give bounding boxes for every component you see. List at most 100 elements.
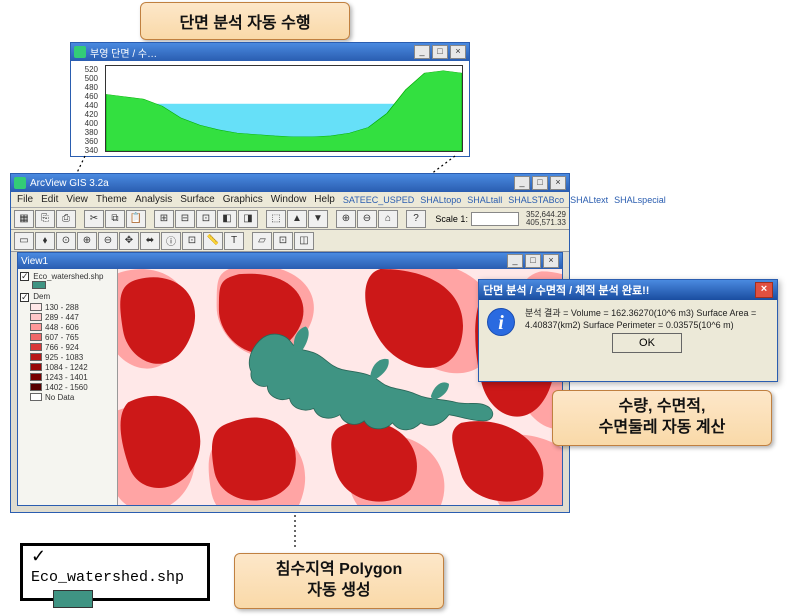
menu-bar: File Edit View Theme Analysis Surface Gr… <box>11 192 569 208</box>
minimize-button[interactable]: _ <box>507 254 523 268</box>
ext-link[interactable]: SHALSTABco <box>508 195 564 205</box>
tool-button[interactable]: ⊟ <box>175 210 195 228</box>
tool-button[interactable]: ⬚ <box>266 210 286 228</box>
maximize-button[interactable]: □ <box>525 254 541 268</box>
ext-link[interactable]: SHALspecial <box>614 195 666 205</box>
profile-window: 부영 단면 / 수… _ □ × 520 500 480 460 440 420… <box>70 42 470 157</box>
close-button[interactable]: × <box>543 254 559 268</box>
menu-edit[interactable]: Edit <box>41 194 58 205</box>
toc-layer-dem[interactable]: Dem 130 - 288289 - 447448 - 606607 - 765… <box>20 292 115 401</box>
dialog-titlebar[interactable]: 단면 분석 / 수면적 / 체적 분석 완료!! × <box>479 280 777 300</box>
tool-button[interactable]: ⊖ <box>98 232 118 250</box>
legend-row: 1243 - 1401 <box>30 373 115 382</box>
maximize-button[interactable]: □ <box>432 45 448 59</box>
ext-link[interactable]: SHALtopo <box>420 195 461 205</box>
main-titlebar[interactable]: ArcView GIS 3.2a _ □ × <box>11 174 569 192</box>
profile-titlebar[interactable]: 부영 단면 / 수… _ □ × <box>71 43 469 61</box>
tool-button[interactable]: T <box>224 232 244 250</box>
profile-y-axis: 520 500 480 460 440 420 400 380 360 340 <box>71 65 101 152</box>
tool-button[interactable]: ⧉ <box>105 210 125 228</box>
layer-name: Eco_watershed.shp <box>33 272 103 281</box>
tool-button[interactable]: ◧ <box>217 210 237 228</box>
tool-button[interactable]: ⊡ <box>273 232 293 250</box>
menu-view[interactable]: View <box>66 194 88 205</box>
menu-graphics[interactable]: Graphics <box>223 194 263 205</box>
tool-button[interactable]: ◨ <box>238 210 258 228</box>
tool-button[interactable]: ⎘ <box>35 210 55 228</box>
legend-detail-box: Eco_watershed.shp <box>20 543 210 601</box>
tool-button[interactable]: ⊡ <box>196 210 216 228</box>
menu-theme[interactable]: Theme <box>96 194 127 205</box>
tool-button[interactable]: ▲ <box>287 210 307 228</box>
minimize-button[interactable]: _ <box>414 45 430 59</box>
legend-polygon-swatch <box>53 590 93 608</box>
tool-button[interactable]: ⊙ <box>56 232 76 250</box>
legend-row: 130 - 288 <box>30 303 115 312</box>
tool-button[interactable]: ⊞ <box>154 210 174 228</box>
tool-button[interactable]: ✥ <box>119 232 139 250</box>
tool-button[interactable]: ? <box>406 210 426 228</box>
tool-button[interactable]: ⬌ <box>140 232 160 250</box>
menu-surface[interactable]: Surface <box>180 194 214 205</box>
layer-checkbox[interactable] <box>20 272 29 281</box>
profile-chart <box>105 65 463 152</box>
layer-checkbox[interactable] <box>20 293 29 302</box>
legend-row: 1084 - 1242 <box>30 363 115 372</box>
tool-button[interactable]: ⊡ <box>182 232 202 250</box>
view1-titlebar[interactable]: View1 _ □ × <box>18 253 562 269</box>
ext-link[interactable]: SHALtext <box>570 195 608 205</box>
table-of-contents: Eco_watershed.shp Dem 130 - 288289 - 447… <box>18 269 118 505</box>
main-title: ArcView GIS 3.2a <box>30 178 514 189</box>
app-icon <box>74 46 86 58</box>
scale-input[interactable] <box>471 212 519 226</box>
close-button[interactable]: × <box>550 176 566 190</box>
callout-profile-analysis: 단면 분석 자동 수행 <box>140 2 350 40</box>
legend-row: 607 - 765 <box>30 333 115 342</box>
analysis-complete-dialog: 단면 분석 / 수면적 / 체적 분석 완료!! × i 분석 결과 = Vol… <box>478 279 778 382</box>
tool-button[interactable]: ⬧ <box>35 232 55 250</box>
coord-readout: 352,644.29 405,571.33 <box>526 211 566 227</box>
tool-button[interactable]: ✂ <box>84 210 104 228</box>
tool-button[interactable]: 📏 <box>203 232 223 250</box>
toolbar-1: ▦ ⎘ ⎙ ✂ ⧉ 📋 ⊞ ⊟ ⊡ ◧ ◨ ⬚ ▲ ▼ ⊕ ⊖ ⌂ ? Scal… <box>11 208 569 230</box>
legend-label: Eco_watershed.shp <box>31 569 184 586</box>
menu-help[interactable]: Help <box>314 194 335 205</box>
menu-window[interactable]: Window <box>271 194 307 205</box>
tool-button[interactable]: ▭ <box>14 232 34 250</box>
scale-label: Scale 1: <box>435 214 468 224</box>
close-button[interactable]: × <box>450 45 466 59</box>
minimize-button[interactable]: _ <box>514 176 530 190</box>
legend-row: 1402 - 1560 <box>30 383 115 392</box>
legend-row: No Data <box>30 393 115 402</box>
layer-swatch <box>32 281 46 289</box>
tool-button[interactable]: ▼ <box>308 210 328 228</box>
tool-button[interactable]: ⊖ <box>357 210 377 228</box>
ext-link[interactable]: SATEEC_USPED <box>343 195 414 205</box>
dialog-title-text: 단면 분석 / 수면적 / 체적 분석 완료!! <box>483 282 755 298</box>
tool-button[interactable]: ▱ <box>252 232 272 250</box>
dialog-close-button[interactable]: × <box>755 282 773 298</box>
toc-layer-watershed[interactable]: Eco_watershed.shp <box>20 272 115 289</box>
dialog-message: 분석 결과 = Volume = 162.36270(10^6 m3) Surf… <box>525 308 769 331</box>
tool-button[interactable]: ⊕ <box>336 210 356 228</box>
tool-button[interactable]: ⓘ <box>161 232 181 250</box>
profile-title: 부영 단면 / 수… <box>90 45 414 60</box>
tool-button[interactable]: ⌂ <box>378 210 398 228</box>
app-icon <box>14 177 26 189</box>
menu-file[interactable]: File <box>17 194 33 205</box>
tool-button[interactable]: ⎙ <box>56 210 76 228</box>
legend-row: 925 - 1083 <box>30 353 115 362</box>
menu-analysis[interactable]: Analysis <box>135 194 172 205</box>
ext-link[interactable]: SHALtall <box>467 195 502 205</box>
layer-name: Dem <box>33 292 50 301</box>
tool-button[interactable]: ◫ <box>294 232 314 250</box>
legend-row: 289 - 447 <box>30 313 115 322</box>
toolbar-2: ▭ ⬧ ⊙ ⊕ ⊖ ✥ ⬌ ⓘ ⊡ 📏 T ▱ ⊡ ◫ <box>11 230 569 252</box>
maximize-button[interactable]: □ <box>532 176 548 190</box>
legend-row: 766 - 924 <box>30 343 115 352</box>
legend-row: 448 - 606 <box>30 323 115 332</box>
tool-button[interactable]: 📋 <box>126 210 146 228</box>
tool-button[interactable]: ⊕ <box>77 232 97 250</box>
ok-button[interactable]: OK <box>612 333 682 353</box>
tool-button[interactable]: ▦ <box>14 210 34 228</box>
